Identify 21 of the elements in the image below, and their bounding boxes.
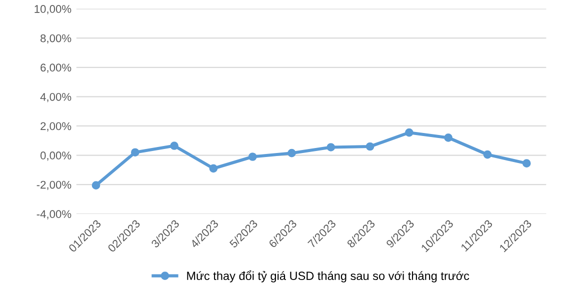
point bbox=[366, 142, 374, 151]
y-tick-label: 8,00% bbox=[40, 34, 72, 44]
point bbox=[288, 148, 296, 158]
point bbox=[130, 148, 140, 157]
y-tick-label: 10,00% bbox=[34, 5, 72, 14]
point bbox=[522, 159, 531, 168]
y-tick-label: 0,00% bbox=[40, 152, 72, 161]
y-tick-label: -2,00% bbox=[36, 180, 72, 190]
point bbox=[326, 143, 336, 152]
y-tick-label: 4,00% bbox=[40, 92, 72, 102]
legend-label: Mức thay đổi tỷ giá USD tháng sau so với tháng trước bbox=[187, 270, 470, 282]
point bbox=[405, 128, 414, 137]
point bbox=[483, 150, 492, 159]
y-tick-label: 2,00% bbox=[40, 122, 72, 132]
point bbox=[170, 142, 178, 150]
point bbox=[209, 164, 218, 173]
y-tick-label: 6,00% bbox=[40, 64, 72, 73]
point bbox=[248, 152, 257, 161]
point bbox=[92, 181, 100, 190]
y-tick-label: -4,00% bbox=[36, 210, 72, 220]
point bbox=[444, 134, 452, 142]
